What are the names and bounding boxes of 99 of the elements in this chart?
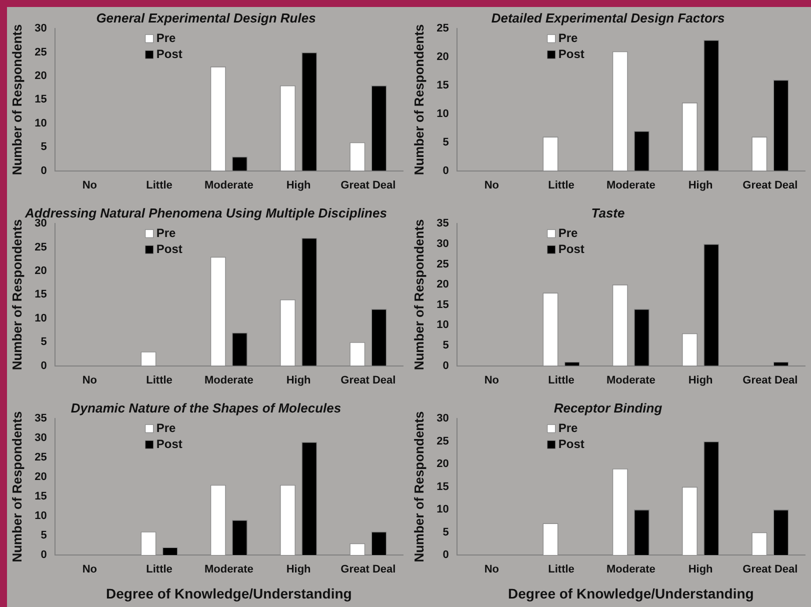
y-tick-label: 25 (436, 435, 449, 448)
x-tick-label: No (82, 179, 98, 192)
legend-label: Post (558, 436, 584, 451)
y-tick-label: 25 (436, 22, 449, 35)
legend-label: Pre (156, 226, 176, 240)
x-tick-label: No (82, 564, 98, 576)
chart-title: Dynamic Nature of the Shapes of Molecules (70, 400, 342, 416)
chart-title: General Experimental Design Rules (96, 10, 316, 26)
y-tick-label: 35 (436, 218, 449, 230)
y-tick-label: 10 (436, 108, 449, 120)
y-tick-label: 5 (40, 141, 47, 154)
x-tick-label: Little (146, 374, 172, 386)
x-tick-label: Great Deal (340, 179, 396, 192)
x-tick-label: No (484, 179, 500, 192)
x-tick-label: High (688, 564, 714, 576)
x-tick-label: No (484, 374, 500, 386)
y-tick-label: 10 (34, 117, 47, 130)
y-tick-label: 20 (436, 278, 449, 291)
chart-title: Taste (591, 205, 625, 220)
y-tick-label: 20 (34, 70, 47, 82)
y-tick-label: 0 (442, 164, 449, 177)
y-axis-title: Number of Respondents (411, 411, 426, 562)
legend-label: Post (156, 46, 182, 61)
y-tick-label: 30 (34, 22, 47, 35)
y-tick-label: 20 (34, 471, 47, 484)
y-axis-title: Number of Respondents (411, 24, 426, 176)
x-tick-label: High (286, 179, 312, 192)
y-tick-label: 30 (436, 238, 449, 250)
x-tick-label: Great Deal (742, 179, 798, 192)
y-tick-label: 15 (436, 298, 449, 311)
legend-label: Pre (558, 30, 578, 45)
x-tick-label: High (286, 374, 312, 386)
x-tick-label: Moderate (204, 374, 254, 386)
y-tick-label: 25 (34, 46, 47, 58)
y-tick-label: 10 (436, 319, 449, 332)
x-tick-label: High (286, 564, 312, 576)
y-tick-label: 15 (34, 490, 47, 503)
y-tick-label: 10 (34, 312, 47, 324)
y-tick-label: 5 (442, 340, 449, 352)
y-axis-title: Number of Respondents (411, 219, 426, 370)
y-axis-title: Number of Respondents (9, 219, 24, 370)
y-tick-label: 5 (40, 336, 47, 348)
x-tick-label: Little (146, 179, 172, 192)
x-tick-label: Moderate (204, 564, 254, 576)
y-tick-label: 20 (436, 51, 449, 64)
y-tick-label: 0 (442, 549, 449, 562)
x-axis-title: Degree of Knowledge/Understanding (508, 585, 754, 602)
y-tick-label: 10 (436, 504, 449, 516)
y-tick-label: 35 (34, 412, 47, 425)
x-tick-label: Little (548, 179, 574, 192)
y-tick-label: 25 (436, 258, 449, 270)
y-tick-label: 30 (34, 218, 47, 230)
x-tick-label: Great Deal (340, 374, 396, 386)
x-tick-label: Little (146, 564, 172, 576)
y-tick-label: 0 (40, 164, 47, 177)
y-tick-label: 5 (442, 526, 449, 538)
x-tick-label: Moderate (606, 374, 656, 386)
x-tick-label: High (688, 179, 714, 192)
x-tick-label: Little (548, 374, 574, 386)
y-tick-label: 25 (34, 452, 47, 464)
x-tick-label: Great Deal (340, 564, 396, 576)
legend-label: Post (558, 242, 584, 256)
legend-label: Post (156, 436, 182, 451)
legend-label: Pre (156, 420, 176, 435)
legend-label: Pre (558, 420, 578, 435)
legend-label: Pre (558, 226, 578, 240)
x-tick-label: No (82, 374, 98, 386)
y-axis-title: Number of Respondents (9, 24, 24, 176)
x-tick-label: Great Deal (742, 564, 798, 576)
y-tick-label: 15 (34, 94, 47, 106)
y-tick-label: 15 (436, 480, 449, 493)
y-tick-label: 0 (40, 360, 47, 372)
x-tick-label: High (688, 374, 714, 386)
y-tick-label: 10 (34, 510, 47, 522)
legend-label: Pre (156, 30, 176, 45)
y-tick-label: 20 (436, 458, 449, 470)
y-tick-label: 30 (34, 432, 47, 444)
x-tick-label: Great Deal (742, 374, 798, 386)
y-tick-label: 5 (40, 530, 47, 542)
x-tick-label: No (484, 564, 500, 576)
chart-title: Receptor Binding (554, 400, 662, 416)
y-tick-label: 30 (436, 412, 449, 425)
x-tick-label: Little (548, 564, 574, 576)
chart-title: Addressing Natural Phenomena Using Multiple Disciplines (24, 205, 387, 220)
y-axis-title: Number of Respondents (9, 411, 24, 562)
y-tick-label: 25 (34, 241, 47, 254)
x-tick-label: Moderate (204, 179, 254, 192)
x-axis-title: Degree of Knowledge/Understanding (106, 585, 352, 602)
x-tick-label: Moderate (606, 179, 656, 192)
y-tick-label: 20 (34, 265, 47, 278)
legend-label: Post (558, 46, 584, 61)
y-tick-label: 5 (442, 136, 449, 148)
y-tick-label: 15 (34, 288, 47, 301)
x-tick-label: Moderate (606, 564, 656, 576)
y-tick-label: 0 (40, 549, 47, 562)
y-tick-label: 0 (442, 360, 449, 372)
y-tick-label: 15 (436, 80, 449, 92)
chart-title: Detailed Experimental Design Factors (491, 10, 725, 26)
legend-label: Post (156, 242, 182, 256)
